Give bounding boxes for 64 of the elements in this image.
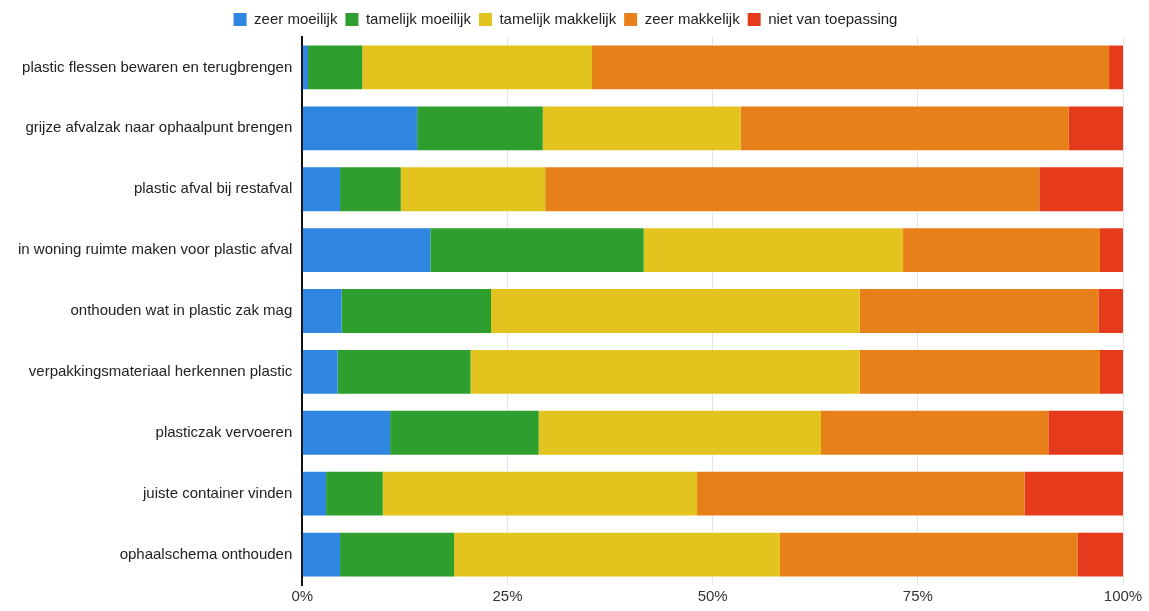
bar <box>337 349 471 394</box>
bar <box>302 106 418 151</box>
bar <box>308 45 363 90</box>
bar <box>1098 289 1123 333</box>
bar <box>302 228 431 273</box>
y-tick-label: ophaalschema onthouden <box>119 544 293 562</box>
bar <box>302 349 338 394</box>
legend-label: zeer moeilijk <box>254 9 338 27</box>
y-tick-label: juiste container vinden <box>142 483 293 501</box>
bar <box>1039 167 1123 212</box>
bar <box>820 410 1049 455</box>
bar <box>454 532 780 577</box>
bar <box>1024 471 1123 516</box>
x-tick-label: 50% <box>697 587 728 605</box>
bar <box>545 167 1040 212</box>
bar <box>538 410 821 455</box>
bar <box>1068 106 1123 151</box>
bar <box>302 45 309 90</box>
y-tick-label: plastic flessen bewaren en terugbrengen <box>22 57 293 75</box>
bar <box>542 106 741 151</box>
y-tick-label: verpakkingsmateriaal herkennen plastic <box>28 362 293 380</box>
x-tick-label: 25% <box>492 587 523 605</box>
x-tick-label: 75% <box>902 587 933 605</box>
bar <box>643 228 904 273</box>
bar <box>859 349 1101 394</box>
bar <box>903 228 1101 273</box>
bar <box>326 471 383 516</box>
legend-label: tamelijk moeilijk <box>365 9 472 27</box>
bar <box>430 228 644 273</box>
bar <box>417 106 543 151</box>
x-tick-label: 100% <box>1103 587 1143 605</box>
bar <box>362 45 592 90</box>
bar <box>779 532 1078 577</box>
y-tick-label: plastic afval bij restafval <box>133 179 293 197</box>
bar <box>1109 45 1123 90</box>
bar <box>1077 532 1123 577</box>
bar <box>390 410 539 455</box>
bar <box>491 289 860 333</box>
bar <box>302 289 342 333</box>
y-tick-label: plasticzak vervoeren <box>155 422 293 440</box>
x-tick-label: 0% <box>291 587 314 605</box>
legend-label: tamelijk makkelijk <box>499 9 617 27</box>
bar <box>382 471 698 516</box>
bar <box>400 167 546 212</box>
y-tick-label: grijze afvalzak naar ophaalpunt brengen <box>25 118 293 136</box>
bar <box>859 289 1099 333</box>
bar <box>341 289 492 333</box>
bar <box>1100 228 1123 273</box>
bar <box>302 471 327 516</box>
bar <box>592 45 1110 90</box>
bar <box>302 167 341 212</box>
bar <box>340 532 455 577</box>
bar <box>470 349 860 394</box>
y-tick-label: in woning ruimte maken voor plastic afval <box>18 240 293 258</box>
legend-label: niet van toepassing <box>768 9 898 27</box>
bar <box>302 532 341 577</box>
y-tick-label: onthouden wat in plastic zak mag <box>70 301 293 319</box>
bar <box>340 167 401 212</box>
bar <box>1100 349 1123 394</box>
legend-label: zeer makkelijk <box>644 9 741 27</box>
bar <box>740 106 1069 151</box>
bar <box>302 410 391 455</box>
bar <box>697 471 1025 516</box>
bar <box>1048 410 1123 455</box>
